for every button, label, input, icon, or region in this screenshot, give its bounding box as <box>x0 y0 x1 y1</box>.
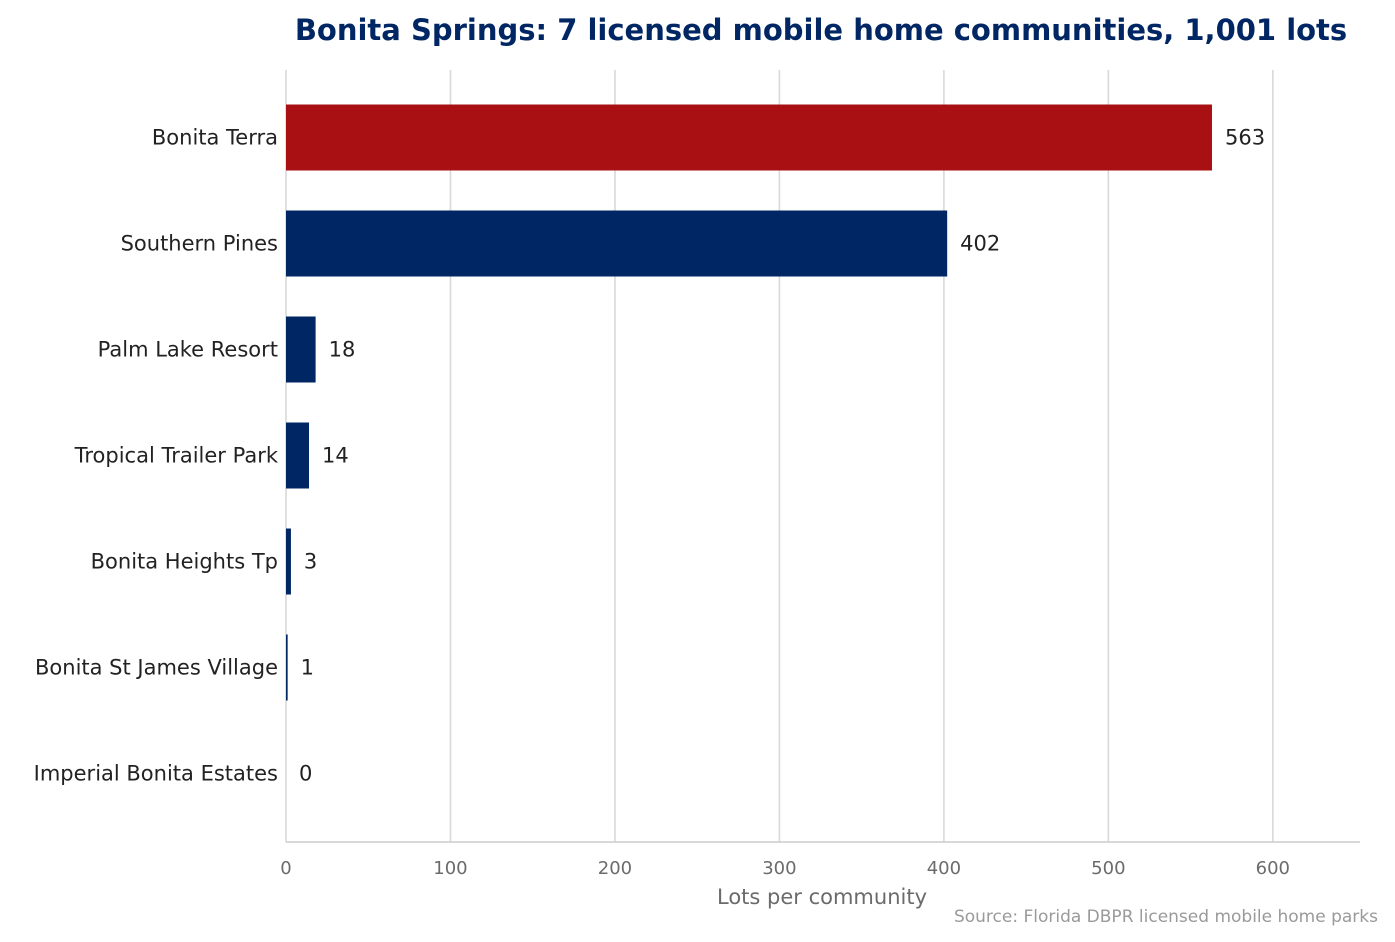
bar <box>286 528 291 595</box>
x-tick-label: 600 <box>1256 858 1290 879</box>
category-label: Bonita Heights Tp <box>91 550 278 574</box>
x-tick-label: 0 <box>280 858 291 879</box>
bar <box>286 634 288 701</box>
value-label: 563 <box>1225 126 1265 150</box>
bar <box>286 210 948 277</box>
category-label: Imperial Bonita Estates <box>34 762 278 786</box>
bar <box>286 104 1212 171</box>
category-label: Tropical Trailer Park <box>74 444 279 468</box>
x-tick-label: 200 <box>598 858 632 879</box>
value-label: 14 <box>322 444 349 468</box>
value-labels: 563 402 18 14 3 1 0 <box>299 126 1265 786</box>
category-label: Bonita Terra <box>152 126 278 150</box>
chart-title: Bonita Springs: 7 licensed mobile home c… <box>295 13 1347 47</box>
x-tick-label: 300 <box>762 858 796 879</box>
source-note: Source: Florida DBPR licensed mobile hom… <box>954 907 1378 927</box>
category-label: Southern Pines <box>121 232 278 256</box>
category-label: Palm Lake Resort <box>98 338 278 362</box>
bar <box>286 316 316 383</box>
value-label: 0 <box>299 762 312 786</box>
value-label: 18 <box>329 338 356 362</box>
x-axis-title: Lots per community <box>717 885 927 909</box>
gridlines <box>285 70 1360 843</box>
value-label: 3 <box>304 550 317 574</box>
category-labels: Bonita Terra Southern Pines Palm Lake Reso… <box>34 126 279 786</box>
value-label: 1 <box>301 656 314 680</box>
x-tick-label: 500 <box>1091 858 1125 879</box>
bar <box>286 422 310 489</box>
category-label: Bonita St James Village <box>35 656 278 680</box>
x-tick-label: 400 <box>927 858 961 879</box>
bars <box>286 104 1212 701</box>
x-tick-labels: 0 100 200 300 400 500 600 <box>280 858 1290 879</box>
x-tick-label: 100 <box>433 858 467 879</box>
value-label: 402 <box>960 232 1000 256</box>
